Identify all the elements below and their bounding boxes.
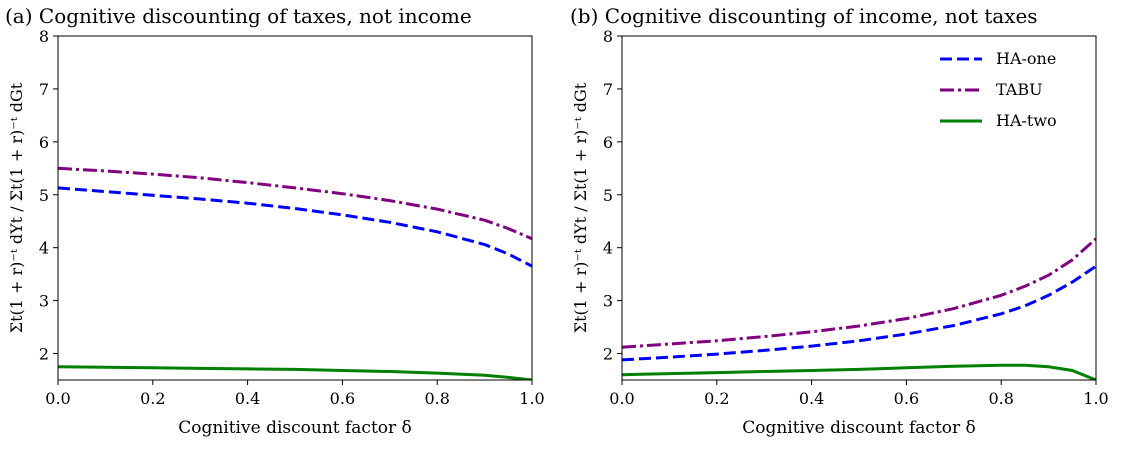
chart-panel-1: (b) Cognitive discounting of income, not… bbox=[570, 4, 1109, 438]
series-line-tabu bbox=[622, 237, 1096, 349]
legend-label: TABU bbox=[996, 80, 1043, 99]
series-line-ha-one bbox=[58, 186, 532, 268]
series-line-ha-one bbox=[622, 264, 1096, 362]
x-tick-label: 0.0 bbox=[609, 389, 634, 408]
y-axis-label: Σt(1 + r)⁻ᵗ dYt / Σt(1 + r)⁻ᵗ dGt bbox=[571, 82, 590, 333]
x-tick-label: 0.6 bbox=[330, 389, 355, 408]
y-tick-label: 5 bbox=[39, 186, 49, 205]
x-tick-label: 0.8 bbox=[424, 389, 449, 408]
series-line-tabu bbox=[58, 166, 532, 241]
y-tick-label: 6 bbox=[603, 133, 613, 152]
x-tick-label: 0.8 bbox=[988, 389, 1013, 408]
y-tick-label: 4 bbox=[39, 239, 49, 258]
y-tick-label: 7 bbox=[603, 80, 613, 99]
y-tick-label: 2 bbox=[603, 345, 613, 364]
series-line-ha-two bbox=[622, 363, 1096, 380]
x-axis-label: Cognitive discount factor δ bbox=[742, 418, 976, 438]
chart-title: (a) Cognitive discounting of taxes, not … bbox=[5, 4, 472, 28]
legend: HA-one TABU HA-two bbox=[940, 49, 1057, 130]
series-line-ha-two bbox=[58, 365, 532, 380]
y-tick-label: 6 bbox=[39, 133, 49, 152]
chart-title: (b) Cognitive discounting of income, not… bbox=[570, 4, 1038, 28]
x-tick-label: 1.0 bbox=[519, 389, 544, 408]
x-axis-label: Cognitive discount factor δ bbox=[178, 418, 412, 438]
plot-frame bbox=[621, 35, 1097, 381]
chart-panel-0: (a) Cognitive discounting of taxes, not … bbox=[5, 4, 545, 438]
x-tick-label: 0.6 bbox=[894, 389, 919, 408]
legend-label: HA-two bbox=[996, 111, 1057, 130]
y-tick-label: 7 bbox=[39, 80, 49, 99]
x-tick-label: 0.2 bbox=[704, 389, 729, 408]
y-tick-label: 3 bbox=[39, 292, 49, 311]
y-tick-label: 3 bbox=[603, 292, 613, 311]
y-tick-label: 8 bbox=[603, 27, 613, 46]
plot-frame bbox=[57, 35, 533, 381]
y-tick-label: 2 bbox=[39, 345, 49, 364]
x-tick-label: 0.4 bbox=[799, 389, 824, 408]
y-tick-label: 5 bbox=[603, 186, 613, 205]
legend-label: HA-one bbox=[996, 49, 1056, 68]
y-axis-label: Σt(1 + r)⁻ᵗ dYt / Σt(1 + r)⁻ᵗ dGt bbox=[7, 82, 26, 333]
x-tick-label: 0.2 bbox=[140, 389, 165, 408]
y-tick-label: 4 bbox=[603, 239, 613, 258]
x-tick-label: 0.0 bbox=[45, 389, 70, 408]
x-tick-label: 1.0 bbox=[1083, 389, 1108, 408]
x-tick-label: 0.4 bbox=[235, 389, 260, 408]
y-tick-label: 8 bbox=[39, 27, 49, 46]
